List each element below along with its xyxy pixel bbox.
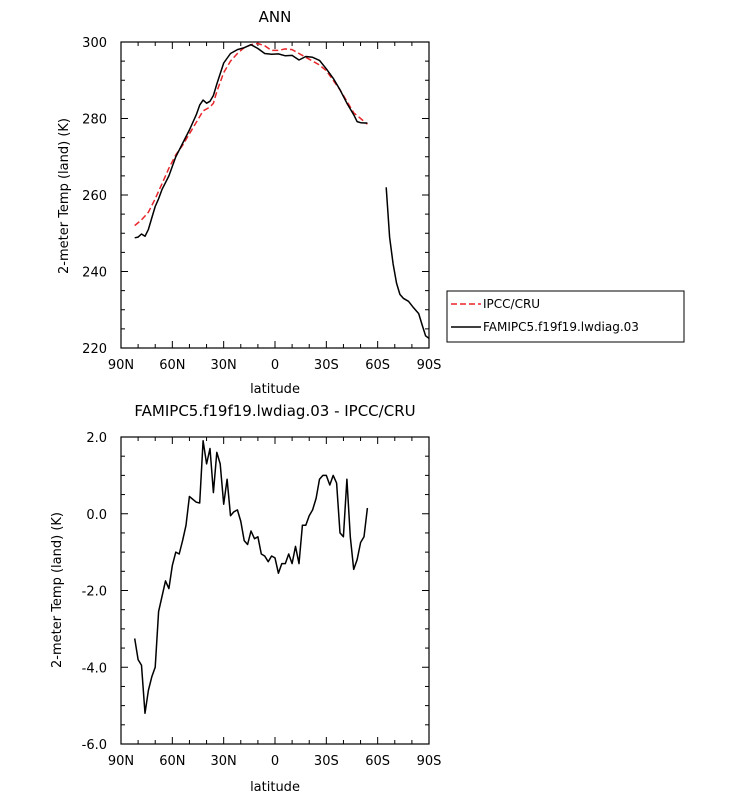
bottom-x-tick-label: 90N (108, 754, 134, 769)
bottom-x-tick-label: 60S (365, 754, 390, 769)
bottom-y-tick-label: 0.0 (86, 508, 107, 523)
bottom-x-tick-label: 90S (417, 754, 442, 769)
top-x-tick-label: 90N (108, 358, 134, 373)
top-x-tick-label: 60S (365, 358, 390, 373)
bottom-y-tick-label: -4.0 (82, 661, 107, 676)
legend: IPCC/CRU FAMIPC5.f19f19.lwdiag.03 (446, 290, 685, 343)
top-y-tick-label: 220 (82, 342, 107, 357)
top-x-tick-label: 90S (417, 358, 442, 373)
top-series-line-famipc5-f19f19-lwdiag-03 (385, 187, 430, 339)
top-x-tick-label: 30S (314, 358, 339, 373)
top-series-line-famipc5-f19f19-lwdiag-03 (134, 43, 368, 239)
top-y-tick-label: 260 (82, 189, 107, 204)
bottom-plot-frame (120, 436, 430, 745)
top-axis-ticks: 90N 60N 30N 0 30S 60S 90S 220 240 260 280 300 (82, 36, 441, 373)
top-plot-frame (120, 41, 430, 349)
bottom-axis-ticks: 90N 60N 30N 0 30S 60S 90S -6.0 -4.0 -2.0 0.0 2.0 (82, 431, 442, 769)
bottom-x-axis-title: latitude (250, 780, 300, 795)
legend-label-ipcc-cru: IPCC/CRU (483, 297, 540, 311)
top-y-tick-label: 240 (82, 266, 107, 281)
top-y-axis-title: 2-meter Temp (land) (K) (57, 118, 72, 274)
legend-label-model: FAMIPC5.f19f19.lwdiag.03 (483, 320, 639, 334)
bottom-y-tick-label: 2.0 (86, 431, 107, 446)
bottom-x-tick-label: 60N (159, 754, 185, 769)
bottom-panel: FAMIPC5.f19f19.lwdiag.03 - IPCC/CRU 2-me… (50, 402, 441, 795)
top-y-tick-label: 280 (82, 113, 107, 128)
top-series-line-ipcc-cru (134, 42, 368, 227)
top-x-tick-label: 0 (271, 358, 279, 373)
top-x-tick-label: 30N (211, 358, 237, 373)
bottom-x-tick-label: 0 (271, 754, 279, 769)
top-x-axis-title: latitude (250, 382, 300, 397)
top-panel: ANN 2-meter Temp (land) (K) latitude 90N… (57, 8, 441, 397)
bottom-x-tick-label: 30S (314, 754, 339, 769)
legend-box (446, 290, 685, 343)
bottom-y-tick-label: -6.0 (82, 738, 107, 753)
top-chart-title: ANN (259, 8, 292, 26)
top-y-tick-label: 300 (82, 36, 107, 51)
bottom-chart-title: FAMIPC5.f19f19.lwdiag.03 - IPCC/CRU (134, 402, 415, 420)
top-x-tick-label: 60N (159, 358, 185, 373)
bottom-series-line-series-0 (133, 440, 369, 715)
bottom-series-lines (133, 440, 369, 715)
top-series-lines (134, 42, 430, 339)
bottom-y-axis-title: 2-meter Temp (land) (K) (50, 512, 65, 668)
bottom-y-tick-label: -2.0 (82, 585, 107, 600)
bottom-x-tick-label: 30N (211, 754, 237, 769)
